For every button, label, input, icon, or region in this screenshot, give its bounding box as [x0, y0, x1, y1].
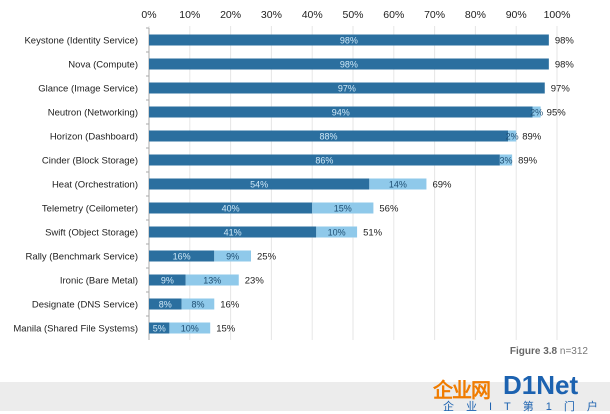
x-tick-label: 80% [465, 9, 486, 21]
bar-value-label: 16% [173, 252, 191, 262]
x-tick-label: 70% [424, 9, 445, 21]
bar-value-label: 2% [506, 132, 519, 142]
bar-segment-secondary [185, 274, 239, 286]
x-tick-label: 50% [342, 9, 363, 21]
bar-segment-secondary [508, 130, 517, 142]
x-tick-label: 0% [141, 9, 156, 21]
total-label: 89% [518, 156, 538, 167]
bar-segment-primary [149, 274, 186, 286]
bar-segment-secondary [316, 226, 358, 238]
bar-segment-primary [149, 154, 500, 166]
bar-value-label: 41% [224, 228, 242, 238]
bar-value-label: 5% [153, 324, 166, 334]
total-label: 98% [555, 36, 575, 47]
category-label: Horizon (Dashboard) [50, 132, 138, 143]
bar-value-label: 40% [222, 204, 240, 214]
bar-segment-secondary [532, 106, 541, 118]
category-label: Designate (DNS Service) [32, 300, 138, 311]
sample-size: n=312 [559, 346, 588, 357]
bar-segment-primary [149, 322, 170, 334]
bar-value-label: 14% [389, 180, 407, 190]
bar-segment-primary [149, 106, 533, 118]
figure-number: Figure 3.8 [509, 346, 558, 357]
category-label: Ironic (Bare Metal) [60, 276, 138, 287]
x-tick-label: 10% [179, 9, 200, 21]
figure-caption: Figure 3.8 n=312 [510, 346, 588, 357]
category-label: Glance (Image Service) [38, 84, 138, 95]
bottom-band [0, 382, 610, 411]
category-label: Heat (Orchestration) [52, 180, 138, 191]
total-label: 15% [216, 324, 236, 335]
x-tick-label: 40% [302, 9, 323, 21]
bar-value-label: 98% [340, 36, 358, 46]
bar-value-label: 10% [328, 228, 346, 238]
total-label: 97% [551, 84, 571, 95]
total-label: 23% [245, 276, 265, 287]
total-label: 16% [220, 300, 240, 311]
total-label: 51% [363, 228, 383, 239]
watermark-en: D1Net [503, 370, 579, 400]
bar-segment-primary [149, 226, 317, 238]
total-label: 56% [379, 204, 399, 215]
x-tick-label: 30% [261, 9, 282, 21]
x-tick-label: 60% [383, 9, 404, 21]
category-label: Telemetry (Ceilometer) [42, 204, 138, 215]
bar-segment-primary [149, 82, 545, 94]
bar-value-label: 13% [203, 276, 221, 286]
total-label: 98% [555, 60, 575, 71]
total-label: 95% [547, 108, 567, 119]
bar-segment-primary [149, 130, 509, 142]
bar-value-label: 10% [181, 324, 199, 334]
bar-segment-secondary [169, 322, 211, 334]
bar-value-label: 94% [332, 108, 350, 118]
bar-value-label: 15% [334, 204, 352, 214]
x-tick-label: 90% [506, 9, 527, 21]
watermark-sub: 企业IT第1门户 [443, 401, 610, 413]
category-label: Swift (Object Storage) [45, 228, 138, 239]
category-label: Manila (Shared File Systems) [13, 324, 138, 335]
total-label: 69% [432, 180, 452, 191]
x-tick-label: 20% [220, 9, 241, 21]
bar-value-label: 2% [530, 108, 543, 118]
stacked-bar-chart: 0% 10% 20% 30% 40% 50% 60% 70% 80% 90% 100% Keyston… [13, 9, 575, 340]
total-label: 89% [522, 132, 542, 143]
bar-value-label: 8% [191, 300, 204, 310]
bar-value-label: 97% [338, 84, 356, 94]
category-label: Cinder (Block Storage) [42, 156, 138, 167]
bar-segment-secondary [312, 202, 374, 214]
bar-value-label: 88% [320, 132, 338, 142]
category-label: Nova (Compute) [68, 60, 138, 71]
bar-segment-primary [149, 202, 313, 214]
bar-segment-secondary [369, 178, 427, 190]
bar-segment-primary [149, 58, 549, 70]
category-label: Rally (Benchmark Service) [26, 252, 138, 263]
bar-value-label: 9% [161, 276, 174, 286]
total-label: 25% [257, 252, 277, 263]
bar-segment-primary [149, 178, 370, 190]
bar-value-label: 86% [315, 156, 333, 166]
bar-segment-primary [149, 250, 215, 262]
bar-segment-primary [149, 298, 182, 310]
bar-value-label: 3% [499, 156, 512, 166]
watermark-cn: 企业网 [433, 380, 491, 402]
bar-value-label: 98% [340, 60, 358, 70]
category-label: Neutron (Networking) [48, 108, 138, 119]
bar-value-label: 8% [159, 300, 172, 310]
bar-segment-secondary [214, 250, 251, 262]
watermark-logo: 企业网 D1Net 企业IT第1门户 [433, 370, 610, 413]
bar-segment-secondary [499, 154, 513, 166]
bar-value-label: 9% [226, 252, 239, 262]
category-label: Keystone (Identity Service) [24, 36, 138, 47]
bar-value-label: 54% [250, 180, 268, 190]
x-tick-label: 100% [544, 9, 571, 21]
bar-segment-secondary [181, 298, 215, 310]
bar-segment-primary [149, 34, 549, 46]
